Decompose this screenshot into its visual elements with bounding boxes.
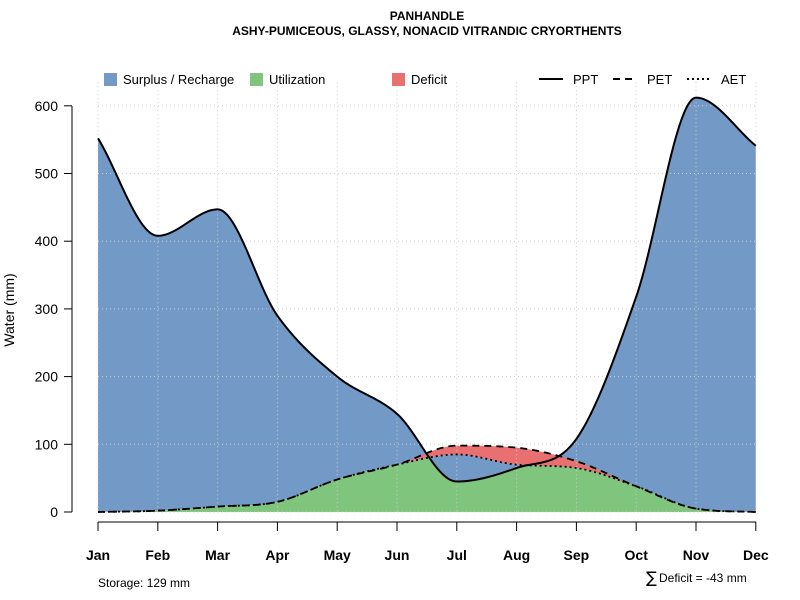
- legend-label-area-0: Surplus / Recharge: [123, 72, 234, 87]
- y-axis-label: Water (mm): [1, 273, 17, 346]
- x-tick-label-feb: Feb: [145, 547, 170, 563]
- x-tick-label-sep: Sep: [564, 547, 590, 563]
- y-tick-label: 200: [35, 369, 59, 385]
- storage-annotation: Storage: 129 mm: [98, 576, 190, 590]
- legend-label-aet: AET: [721, 72, 746, 87]
- y-axis: 0 100 200 300 400 500 600: [35, 98, 72, 520]
- x-tick-label-jul: Jul: [447, 547, 467, 563]
- chart-title: PANHANDLE: [390, 9, 464, 23]
- x-tick-label-dec: Dec: [743, 547, 769, 563]
- x-tick-label-aug: Aug: [503, 547, 530, 563]
- areas-layer: [98, 97, 756, 513]
- x-tick-label-oct: Oct: [625, 547, 649, 563]
- legend-label-ppt: PPT: [573, 72, 598, 87]
- legend-label-area-1: Utilization: [269, 72, 325, 87]
- x-tick-label-jan: Jan: [86, 547, 110, 563]
- ppt-line: [97, 96, 757, 483]
- x-tick-label-apr: Apr: [265, 547, 290, 563]
- x-tick-label-may: May: [324, 547, 351, 563]
- chart-subtitle: ASHY-PUMICEOUS, GLASSY, NONACID VITRANDI…: [232, 24, 622, 38]
- legend-label-pet: PET: [647, 72, 672, 87]
- surplus-recharge-area: [98, 97, 756, 513]
- aet-line: [97, 453, 756, 513]
- x-tick-label-jun: Jun: [385, 547, 410, 563]
- legend-swatch-2: [392, 73, 405, 86]
- x-tick-label-mar: Mar: [205, 547, 230, 563]
- x-tick-label-nov: Nov: [683, 547, 710, 563]
- lines-layer: [97, 96, 757, 513]
- x-axis: Jan Feb Mar Apr May Jun Jul Aug Sep Oct Nov Dec: [86, 522, 769, 563]
- y-tick-label: 0: [50, 504, 58, 520]
- legend-swatch-1: [250, 73, 263, 86]
- legend-swatch-0: [104, 73, 117, 86]
- grid-layer: [97, 82, 757, 513]
- deficit-sum-symbol: ∑: [646, 568, 657, 587]
- y-tick-label: 600: [35, 98, 59, 114]
- deficit-annotation: Deficit = -43 mm: [659, 571, 747, 585]
- y-tick-label: 300: [35, 301, 59, 317]
- y-tick-label: 500: [35, 166, 59, 182]
- y-tick-label: 100: [35, 436, 59, 452]
- legend: Surplus / Recharge Utilization Deficit PPT P…: [104, 72, 746, 87]
- y-tick-label: 400: [35, 233, 59, 249]
- legend-label-area-2: Deficit: [411, 72, 448, 87]
- utilization-area: [98, 457, 756, 512]
